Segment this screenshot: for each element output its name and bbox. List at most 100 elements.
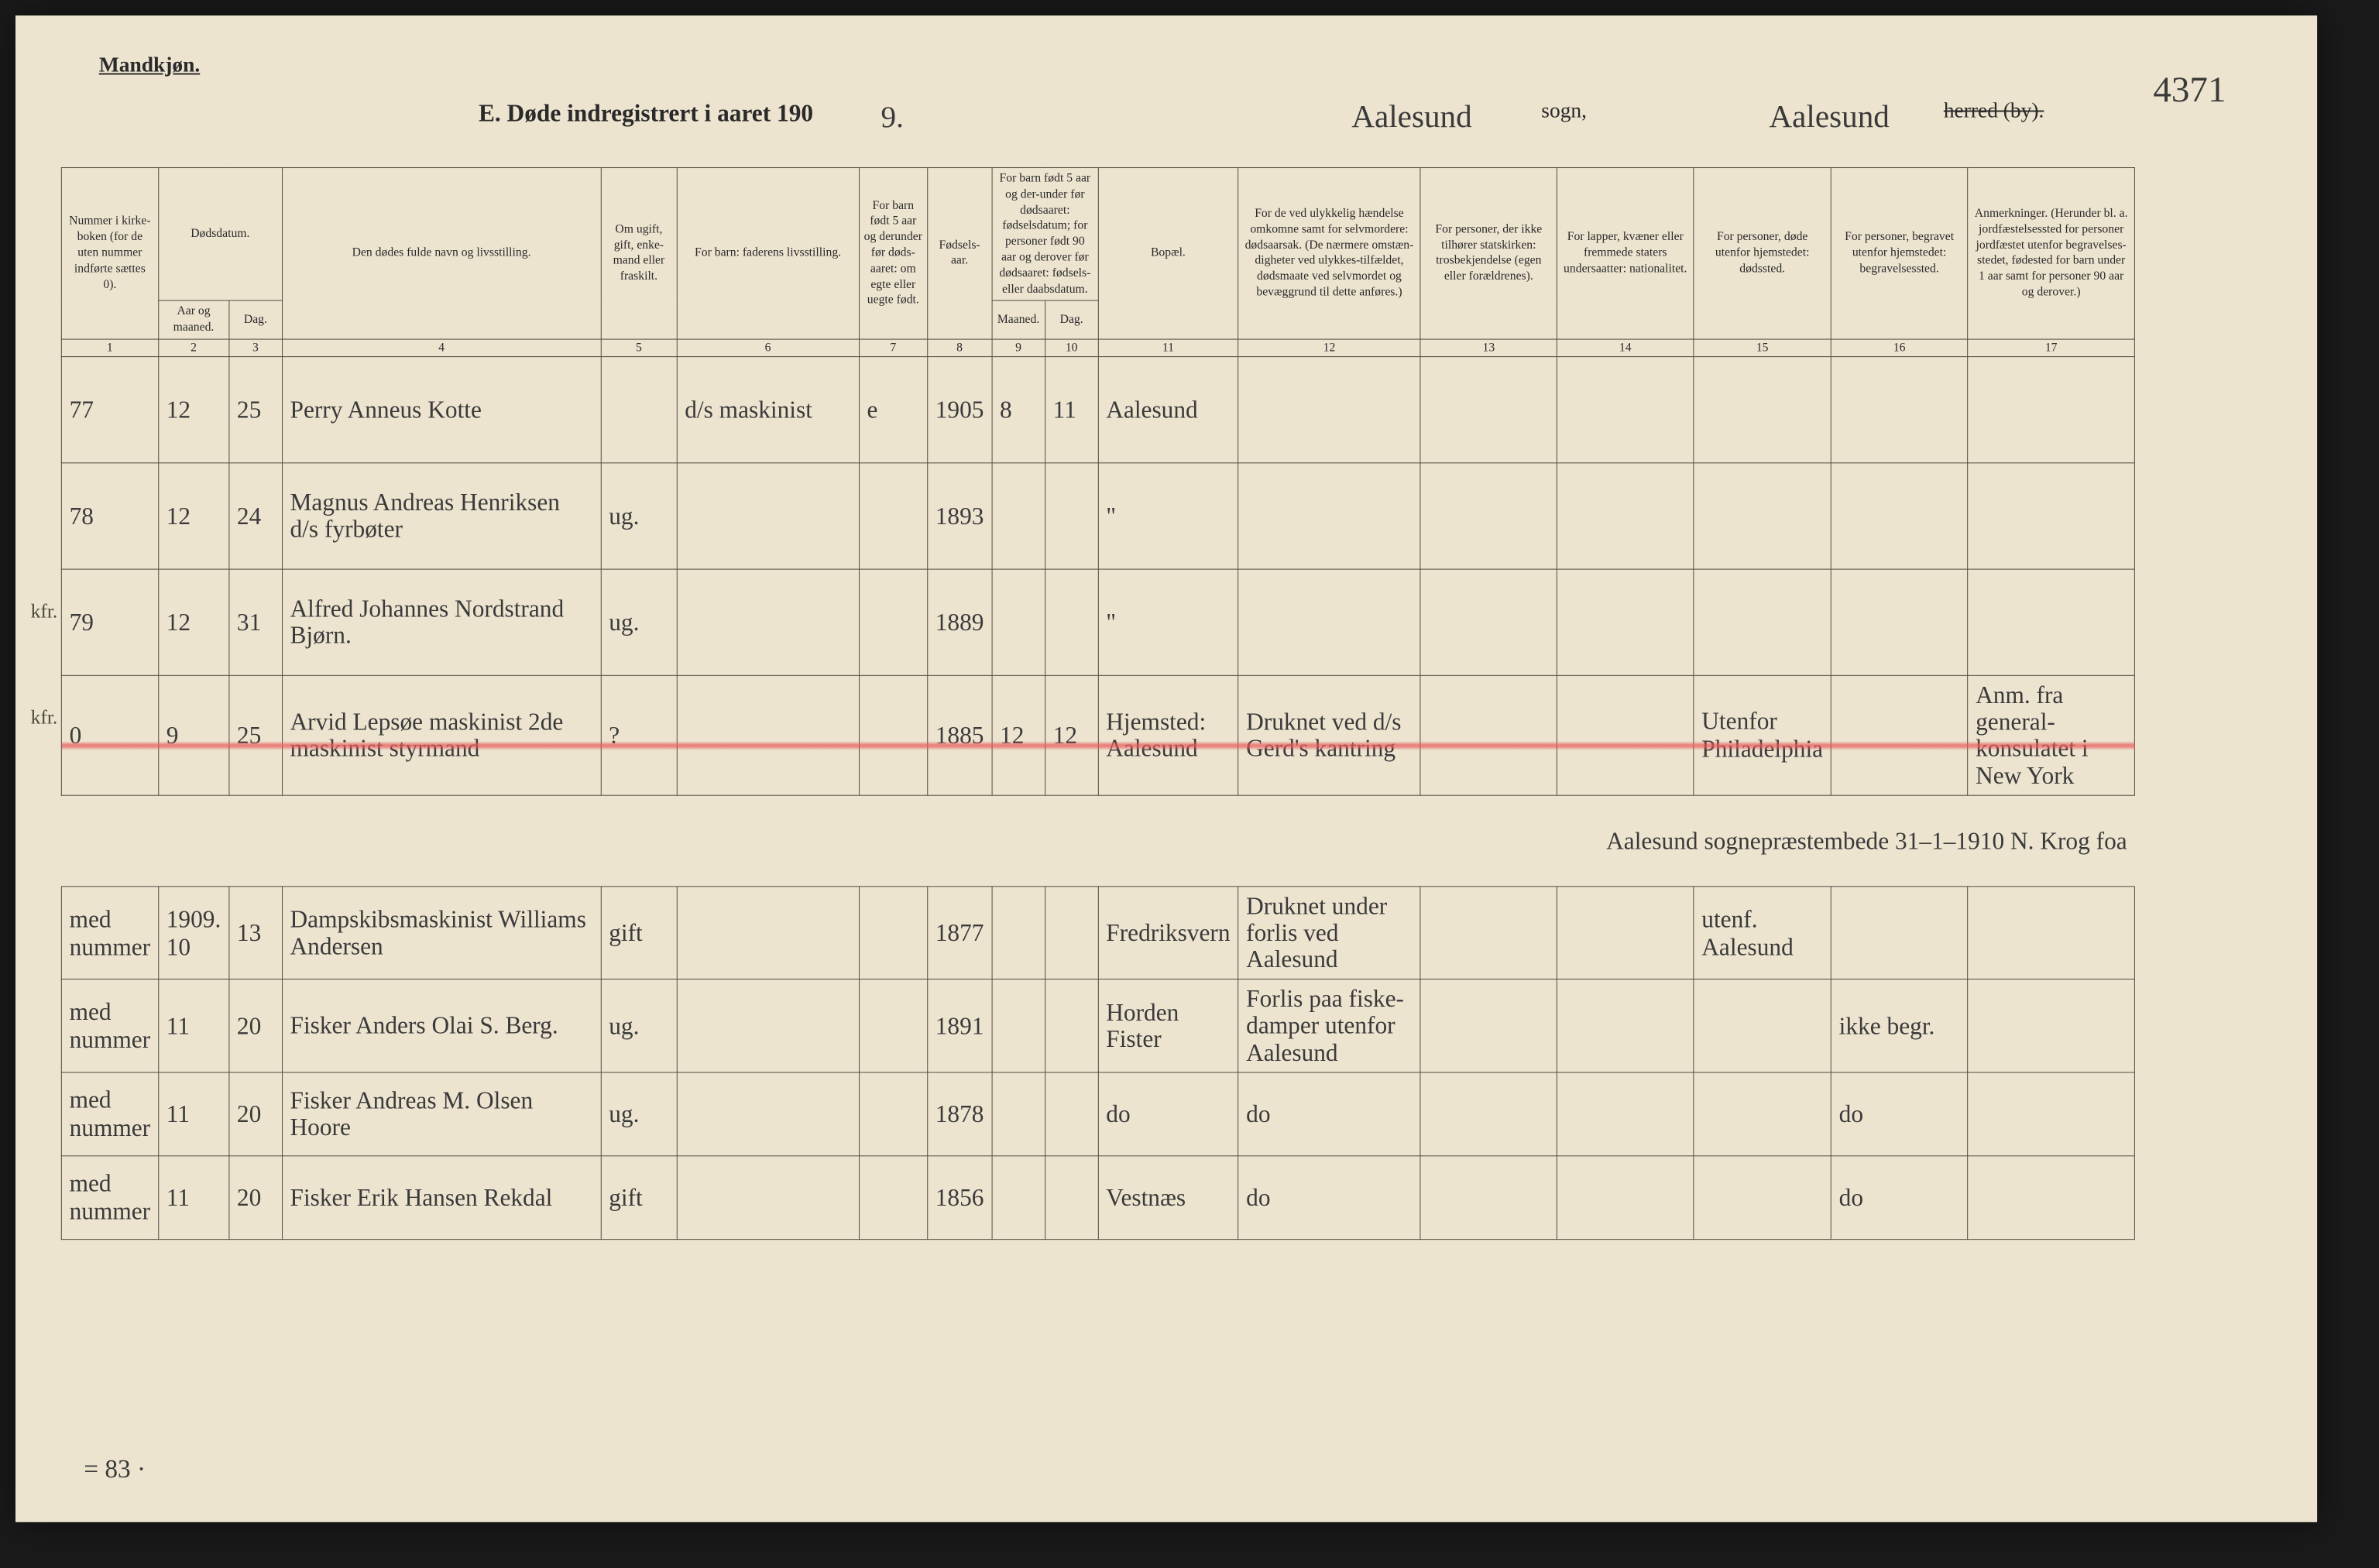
cell [1420, 1156, 1557, 1240]
cell [677, 463, 859, 569]
page-header: Mandkjøn. E. Døde indregistrert i aaret … [99, 53, 2271, 160]
cell: 13 [229, 887, 283, 980]
cell: 1856 [927, 1156, 991, 1240]
col-num: 8 [927, 339, 991, 357]
cell: 8 [992, 357, 1045, 463]
cell [677, 980, 859, 1072]
cell: Fisker Erik Hansen Rekdal [282, 1156, 601, 1240]
cell: 31 [229, 569, 283, 675]
cell [677, 569, 859, 675]
cell: 12 [158, 569, 228, 675]
col-num: 5 [601, 339, 677, 357]
cell: gift [601, 1156, 677, 1240]
cell [1968, 1156, 2135, 1240]
cell [1420, 675, 1557, 795]
cell: d/s maskinist [677, 357, 859, 463]
cell [1557, 463, 1694, 569]
cell [1968, 980, 2135, 1072]
cell: Fisker Anders Olai S. Berg. [282, 980, 601, 1072]
cell [1831, 887, 1967, 980]
col-num: 15 [1694, 339, 1831, 357]
cell [1968, 357, 2135, 463]
cell: ug. [601, 569, 677, 675]
signature-row: Aalesund sognepræstembede 31–1–1910 N. K… [61, 795, 2135, 887]
cell [1045, 569, 1098, 675]
cell: Hjemsted: Aalesund [1098, 675, 1238, 795]
cell: 11 [1045, 357, 1098, 463]
cell [1238, 357, 1420, 463]
sogn-value: Aalesund [1351, 99, 1472, 136]
cell: 1905 [927, 357, 991, 463]
cell: Anm. fra general-konsulatet i New York [1968, 675, 2135, 795]
cell [1045, 1072, 1098, 1156]
cell: 12 [992, 675, 1045, 795]
cell: 12 [158, 357, 228, 463]
cell: Utenfor Philadelphia [1694, 675, 1831, 795]
col-header: For de ved ulykkelig hændelse omkomne sa… [1238, 168, 1420, 340]
cell [1420, 1072, 1557, 1156]
cell: 20 [229, 1156, 283, 1240]
cell: 1891 [927, 980, 991, 1072]
cell [1420, 463, 1557, 569]
cell [1694, 1156, 1831, 1240]
col-header: For lapper, kvæner eller fremmede stater… [1557, 168, 1694, 340]
col-num: 7 [859, 339, 927, 357]
cell [1557, 569, 1694, 675]
cell: Fredriksvern [1098, 887, 1238, 980]
cell: 20 [229, 1072, 283, 1156]
cell [1238, 569, 1420, 675]
table-body: 771225Perry Anneus Kotted/s maskiniste19… [61, 357, 2135, 1240]
table-row: 0925Arvid Lepsøe maskinist 2de maskinist… [61, 675, 2135, 795]
col-header: For barn født 5 aar og derunder før døds… [859, 168, 927, 340]
cell: ug. [601, 980, 677, 1072]
cell [1968, 569, 2135, 675]
col-num: 2 [158, 339, 228, 357]
cell [992, 1072, 1045, 1156]
herred-label: herred (by). [1944, 99, 2044, 123]
cell [1557, 1072, 1694, 1156]
cell: do [1238, 1072, 1420, 1156]
death-register-table: Nummer i kirke-boken (for de uten nummer… [61, 167, 2136, 1240]
cell: 24 [229, 463, 283, 569]
cell [677, 1156, 859, 1240]
cell: Fisker Andreas M. Olsen Hoore [282, 1072, 601, 1156]
col-header: For barn: faderens livsstilling. [677, 168, 859, 340]
cell: 12 [1045, 675, 1098, 795]
cell: 1877 [927, 887, 991, 980]
cell: med nummer [61, 980, 158, 1072]
cell: med nummer [61, 1072, 158, 1156]
signature-text: Aalesund sognepræstembede 31–1–1910 N. K… [61, 795, 2134, 887]
cell: 1889 [927, 569, 991, 675]
cell: gift [601, 887, 677, 980]
footer-note: = 83 · [84, 1456, 146, 1484]
col-header: Dødsdatum. [158, 168, 282, 301]
cell: med nummer [61, 1156, 158, 1240]
col-num: 11 [1098, 339, 1238, 357]
cell [1694, 1072, 1831, 1156]
cell: Dampskibsmaskinist Williams Andersen [282, 887, 601, 980]
register-page: Mandkjøn. E. Døde indregistrert i aaret … [15, 15, 2317, 1522]
col-num: 14 [1557, 339, 1694, 357]
gender-label: Mandkjøn. [99, 53, 200, 77]
cell [1045, 1156, 1098, 1240]
cell: 0 [61, 675, 158, 795]
cell: 11 [158, 1156, 228, 1240]
col-header: Den dødes fulde navn og livsstilling. [282, 168, 601, 340]
col-num: 13 [1420, 339, 1557, 357]
cell [1557, 980, 1694, 1072]
col-header: Anmerkninger. (Herunder bl. a. jordfæste… [1968, 168, 2135, 340]
cell: Magnus Andreas Henriksen d/s fyrbøter [282, 463, 601, 569]
cell [859, 463, 927, 569]
cell: Horden Fister [1098, 980, 1238, 1072]
cell: 20 [229, 980, 283, 1072]
cell: 12 [158, 463, 228, 569]
cell: Arvid Lepsøe maskinist 2de maskinist sty… [282, 675, 601, 795]
cell: 11 [158, 980, 228, 1072]
cell [1557, 887, 1694, 980]
cell [1420, 980, 1557, 1072]
col-header: Fødsels-aar. [927, 168, 991, 340]
cell: Aalesund [1098, 357, 1238, 463]
margin-note: kfr. [31, 706, 58, 729]
cell: 79 [61, 569, 158, 675]
cell [1831, 675, 1967, 795]
